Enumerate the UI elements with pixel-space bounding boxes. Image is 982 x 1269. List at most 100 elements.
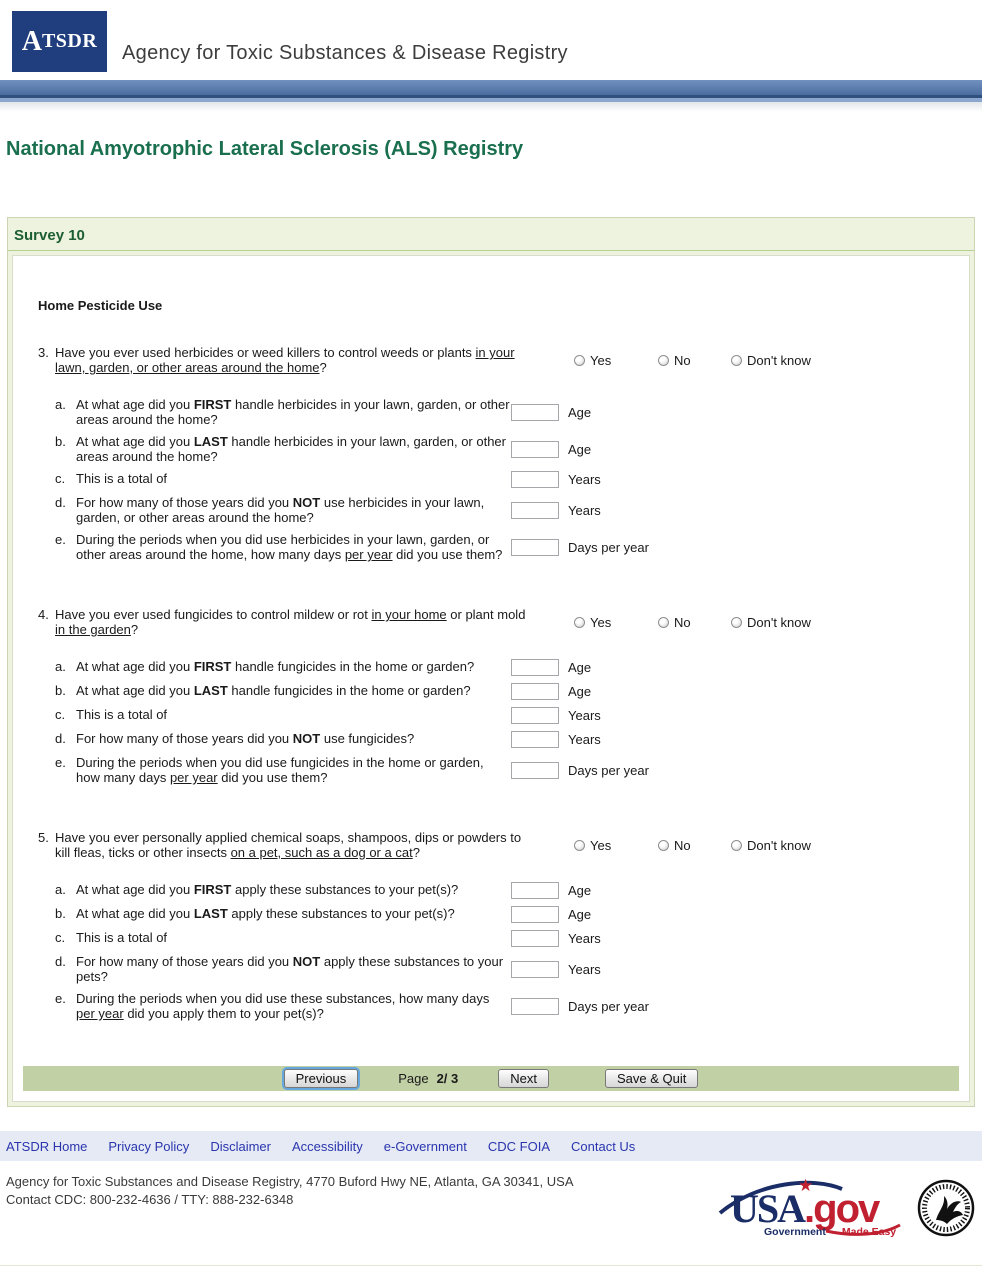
q4d-input[interactable] xyxy=(511,731,559,748)
footer-link-disclaimer[interactable]: Disclaimer xyxy=(210,1138,271,1154)
unit-label: Age xyxy=(568,684,592,699)
question-number: 3. xyxy=(38,345,49,360)
radio-label: No xyxy=(674,614,691,630)
radio-button-icon[interactable] xyxy=(574,839,585,851)
q3b-input[interactable] xyxy=(511,440,559,458)
sub-question-text: At what age did you FIRST handle herbici… xyxy=(76,397,510,427)
q3-radio-no[interactable]: No xyxy=(658,353,731,368)
page-bottom-rule xyxy=(0,1265,982,1269)
radio-button-icon[interactable] xyxy=(731,354,742,366)
q4e-input[interactable] xyxy=(511,761,559,779)
sub-question-text: During the periods when you did use fung… xyxy=(76,755,484,785)
q3a-input[interactable] xyxy=(511,403,559,421)
next-button[interactable]: Next xyxy=(498,1069,550,1088)
sub-question-letter: a. xyxy=(55,659,66,674)
pagination-bar: Previous Page 2/ 3 Next Save & Quit xyxy=(23,1066,959,1091)
radio-button-icon[interactable] xyxy=(658,839,669,851)
banner-bar-accent xyxy=(0,98,982,102)
page-separator: / xyxy=(443,1071,448,1086)
radio-button-icon[interactable] xyxy=(658,354,669,366)
q4c-input[interactable] xyxy=(511,707,559,724)
sub-question-list: a. At what age did you FIRST handle fung… xyxy=(38,659,969,785)
unit-label: Age xyxy=(568,660,592,675)
sub-question-row: b. At what age did you LAST handle herbi… xyxy=(38,434,969,464)
page-label: Page xyxy=(398,1071,429,1086)
q5a-input[interactable] xyxy=(511,882,559,899)
question-text: Have you ever used fungicides to control… xyxy=(55,607,526,637)
q4-radio-yes[interactable]: Yes xyxy=(574,615,658,630)
sub-question-letter: c. xyxy=(55,930,66,945)
footer-link-cdc-foia[interactable]: CDC FOIA xyxy=(487,1138,550,1154)
sub-question-text: During the periods when you did use thes… xyxy=(76,991,490,1021)
usagov-gov-text: .gov xyxy=(804,1187,880,1231)
sub-question-row: a. At what age did you FIRST handle fung… xyxy=(38,659,969,676)
q5e-input[interactable] xyxy=(511,997,559,1015)
q5d-input[interactable] xyxy=(511,960,559,978)
sub-question-letter: e. xyxy=(55,991,66,1006)
footer-link-atsdr-home[interactable]: ATSDR Home xyxy=(6,1138,88,1154)
banner-bar xyxy=(0,80,982,98)
sub-question-letter: b. xyxy=(55,683,66,698)
footer-link-e-government[interactable]: e-Government xyxy=(383,1138,467,1154)
sub-question-letter: d. xyxy=(55,731,66,746)
hhs-seal-icon[interactable] xyxy=(916,1177,976,1239)
q5-radio-yes[interactable]: Yes xyxy=(574,838,658,853)
q3-radio-yes[interactable]: Yes xyxy=(574,353,658,368)
usagov-usa-text: USA xyxy=(730,1186,806,1231)
q4-radio-don-t-know[interactable]: Don't know xyxy=(731,615,811,630)
sub-question-list: a. At what age did you FIRST handle herb… xyxy=(38,397,969,562)
footer-link-privacy-policy[interactable]: Privacy Policy xyxy=(108,1138,190,1154)
sub-question-letter: b. xyxy=(55,434,66,449)
save-quit-button[interactable]: Save & Quit xyxy=(605,1069,699,1088)
unit-label: Years xyxy=(568,502,601,518)
q5c-input[interactable] xyxy=(511,930,559,947)
radio-button-icon[interactable] xyxy=(731,616,742,628)
sub-question-row: e. During the periods when you did use t… xyxy=(38,991,969,1021)
sub-question-row: e. During the periods when you did use h… xyxy=(38,532,969,562)
logo-letter: A xyxy=(21,25,42,57)
q3d-input[interactable] xyxy=(511,501,559,519)
question-text: Have you ever personally applied chemica… xyxy=(55,830,522,860)
question-number: 5. xyxy=(38,830,49,845)
q3c-input[interactable] xyxy=(511,471,559,488)
radio-group: Yes No Don't know xyxy=(574,353,811,368)
radio-button-icon[interactable] xyxy=(574,354,585,366)
sub-question-text: This is a total of xyxy=(76,930,168,945)
agency-name: Agency for Toxic Substances & Disease Re… xyxy=(122,42,568,64)
radio-button-icon[interactable] xyxy=(731,839,742,851)
q3-radio-don-t-know[interactable]: Don't know xyxy=(731,353,811,368)
unit-label: Age xyxy=(568,883,592,898)
page-title: National Amyotrophic Lateral Sclerosis (… xyxy=(6,138,524,160)
sub-question-row: c. This is a total of Years xyxy=(38,707,969,724)
unit-label: Age xyxy=(568,907,592,922)
q5b-input[interactable] xyxy=(511,906,559,923)
q3e-input[interactable] xyxy=(511,538,559,556)
usagov-logo[interactable]: ★ USA.gov Government Made Easy xyxy=(714,1173,906,1239)
sub-question-row: c. This is a total of Years xyxy=(38,471,969,488)
unit-label: Age xyxy=(568,404,592,420)
atsdr-logo[interactable]: A TSDR xyxy=(12,11,107,72)
radio-button-icon[interactable] xyxy=(574,616,585,628)
sub-question-text: At what age did you FIRST handle fungici… xyxy=(76,659,475,674)
q4b-input[interactable] xyxy=(511,683,559,700)
unit-label: Days per year xyxy=(568,539,649,555)
footer-link-accessibility[interactable]: Accessibility xyxy=(291,1138,363,1154)
page-indicator: Page 2/ 3 xyxy=(398,1071,458,1086)
q5-radio-no[interactable]: No xyxy=(658,838,731,853)
footer: Agency for Toxic Substances and Disease … xyxy=(6,1173,976,1239)
unit-label: Days per year xyxy=(568,998,649,1014)
q5-radio-don-t-know[interactable]: Don't know xyxy=(731,838,811,853)
q4a-input[interactable] xyxy=(511,659,559,676)
footer-address-line: Agency for Toxic Substances and Disease … xyxy=(6,1174,574,1189)
radio-button-icon[interactable] xyxy=(658,616,669,628)
previous-button[interactable]: Previous xyxy=(283,1069,359,1088)
sub-question-letter: b. xyxy=(55,906,66,921)
sub-question-letter: e. xyxy=(55,532,66,547)
sub-question-letter: d. xyxy=(55,954,66,969)
logo-letters: TSDR xyxy=(41,30,98,52)
sub-question-letter: c. xyxy=(55,471,66,486)
sub-question-letter: a. xyxy=(55,882,66,897)
q4-radio-no[interactable]: No xyxy=(658,615,731,630)
footer-links-bar: ATSDR Home Privacy Policy Disclaimer Access… xyxy=(0,1131,982,1161)
footer-link-contact-us[interactable]: Contact Us xyxy=(571,1138,636,1154)
